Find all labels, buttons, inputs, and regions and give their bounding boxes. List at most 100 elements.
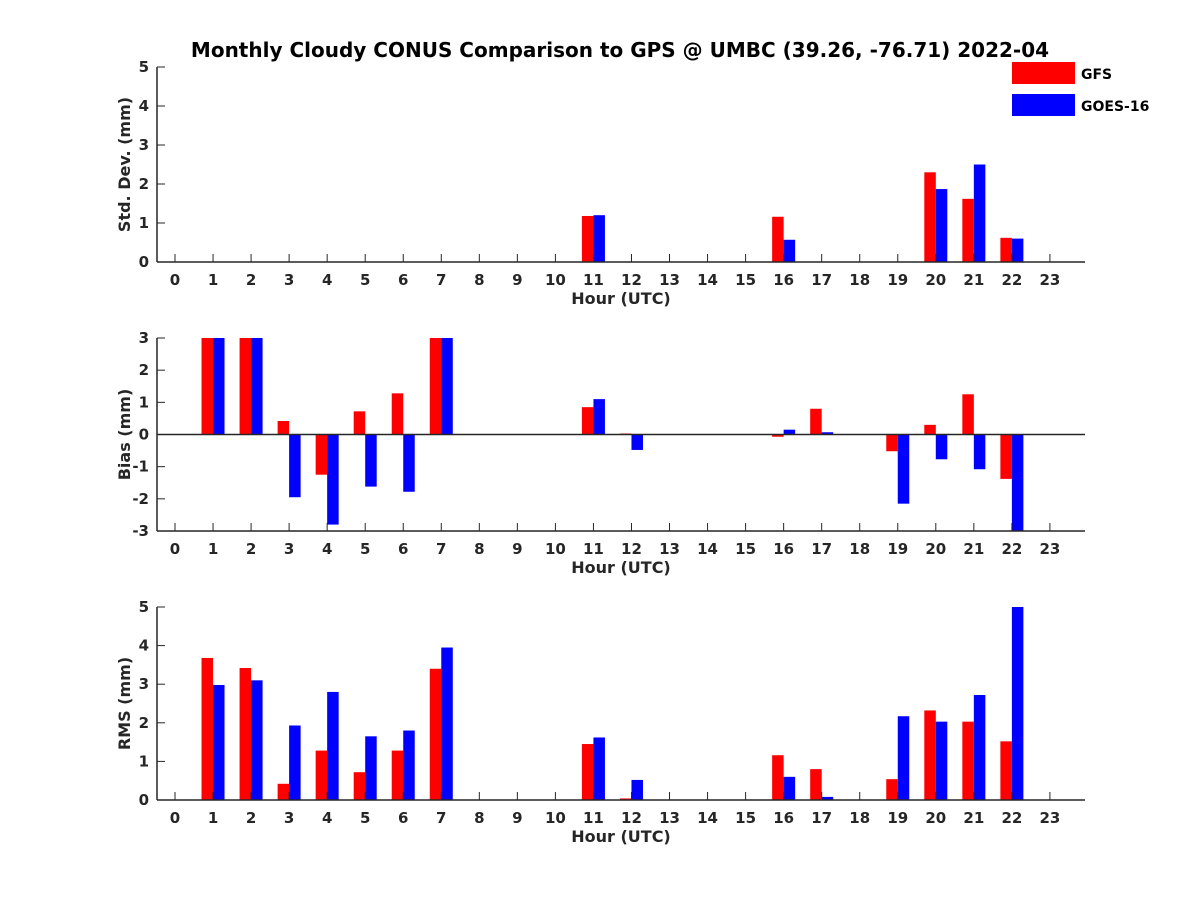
bar-goes16-h20 (935, 721, 948, 800)
x-tick-label: 9 (512, 809, 522, 827)
x-tick-label: 5 (360, 271, 370, 289)
y-axis-title: Bias (mm) (115, 389, 134, 481)
x-tick-label: 1 (208, 271, 218, 289)
x-tick-label: 13 (659, 540, 680, 558)
bar-gfs-h12 (619, 798, 632, 800)
x-tick-label: 18 (849, 271, 870, 289)
bar-gfs-h21 (962, 721, 974, 800)
x-tick-label: 20 (925, 271, 946, 289)
bar-goes16-h20 (935, 434, 948, 460)
bar-goes16-h12 (631, 779, 643, 800)
bar-gfs-h16 (772, 434, 784, 437)
bar-goes16-h2 (251, 680, 263, 800)
x-tick-label: 3 (284, 809, 294, 827)
bar-goes16-h19 (897, 716, 910, 800)
bar-gfs-h4 (315, 434, 328, 475)
x-axis-title: Hour (UTC) (571, 827, 671, 846)
bar-goes16-h22 (1011, 434, 1024, 531)
x-tick-label: 8 (474, 540, 484, 558)
bar-goes16-h6 (403, 434, 415, 492)
x-tick-label: 23 (1039, 540, 1060, 558)
bar-goes16-h3 (289, 434, 301, 498)
x-tick-label: 1 (208, 540, 218, 558)
x-tick-label: 11 (583, 540, 604, 558)
y-tick-label: 0 (139, 253, 149, 271)
x-axis-title: Hour (UTC) (571, 289, 671, 308)
bar-goes16-h20 (935, 189, 948, 262)
bar-goes16-h11 (593, 737, 605, 800)
bar-gfs-h20 (924, 710, 936, 800)
x-tick-label: 8 (474, 271, 484, 289)
x-tick-label: 17 (811, 271, 832, 289)
x-tick-label: 11 (583, 809, 604, 827)
y-tick-label: -1 (132, 458, 149, 476)
x-tick-label: 18 (849, 540, 870, 558)
bar-gfs-h22 (1000, 237, 1012, 262)
x-tick-label: 11 (583, 271, 604, 289)
legend-label-goes16: GOES-16 (1081, 99, 1149, 115)
y-tick-label: 2 (139, 361, 149, 379)
y-axis-title: Std. Dev. (mm) (115, 97, 134, 232)
x-tick-label: 2 (246, 271, 256, 289)
bar-goes16-h7 (441, 338, 453, 435)
x-tick-label: 10 (545, 271, 566, 289)
bar-goes16-h11 (593, 399, 605, 435)
x-tick-label: 10 (545, 809, 566, 827)
x-tick-label: 20 (925, 540, 946, 558)
bar-goes16-h21 (973, 434, 986, 470)
x-tick-label: 6 (398, 540, 408, 558)
bar-gfs-h21 (962, 198, 974, 262)
bar-gfs-h5 (353, 411, 366, 435)
y-tick-label: 3 (139, 136, 149, 154)
bar-goes16-h7 (441, 647, 453, 800)
bar-goes16-h22 (1011, 238, 1024, 262)
bar-gfs-h1 (201, 338, 214, 435)
bar-gfs-h2 (239, 667, 252, 800)
bar-gfs-h16 (772, 755, 784, 800)
bar-gfs-h5 (353, 772, 366, 800)
bar-goes16-h19 (897, 434, 910, 504)
x-tick-label: 15 (735, 809, 756, 827)
bar-goes16-h2 (251, 338, 263, 435)
bar-gfs-h6 (391, 393, 404, 435)
bar-gfs-h20 (924, 172, 936, 262)
bar-goes16-h6 (403, 730, 415, 800)
y-tick-label: -3 (132, 522, 149, 540)
bar-gfs-h22 (1000, 741, 1012, 800)
x-tick-label: 17 (811, 809, 832, 827)
bar-gfs-h20 (924, 424, 936, 435)
x-tick-label: 8 (474, 809, 484, 827)
x-tick-label: 5 (360, 809, 370, 827)
x-tick-label: 20 (925, 809, 946, 827)
x-tick-label: 2 (246, 540, 256, 558)
x-tick-label: 0 (170, 809, 180, 827)
bar-goes16-h16 (783, 776, 796, 800)
x-tick-label: 17 (811, 540, 832, 558)
y-tick-label: 2 (139, 175, 149, 193)
y-axis-title: RMS (mm) (115, 657, 134, 750)
bar-goes16-h11 (593, 215, 605, 262)
x-tick-label: 0 (170, 540, 180, 558)
bar-goes16-h17 (821, 432, 834, 435)
x-tick-label: 16 (773, 809, 794, 827)
bar-goes16-h3 (289, 725, 301, 800)
x-tick-label: 9 (512, 271, 522, 289)
x-tick-label: 14 (697, 809, 718, 827)
y-tick-label: 1 (139, 752, 149, 770)
bar-gfs-h19 (886, 434, 898, 452)
y-tick-label: 3 (139, 329, 149, 347)
x-tick-label: 6 (398, 809, 408, 827)
x-tick-label: 0 (170, 271, 180, 289)
bar-gfs-h11 (581, 215, 594, 262)
bar-gfs-h16 (772, 216, 784, 262)
y-tick-label: 1 (139, 214, 149, 232)
y-tick-label: -2 (132, 490, 149, 508)
bar-goes16-h16 (783, 239, 796, 262)
bar-gfs-h22 (1000, 434, 1012, 479)
bar-goes16-h22 (1011, 607, 1024, 800)
y-tick-label: 4 (139, 97, 149, 115)
x-tick-label: 4 (322, 809, 332, 827)
